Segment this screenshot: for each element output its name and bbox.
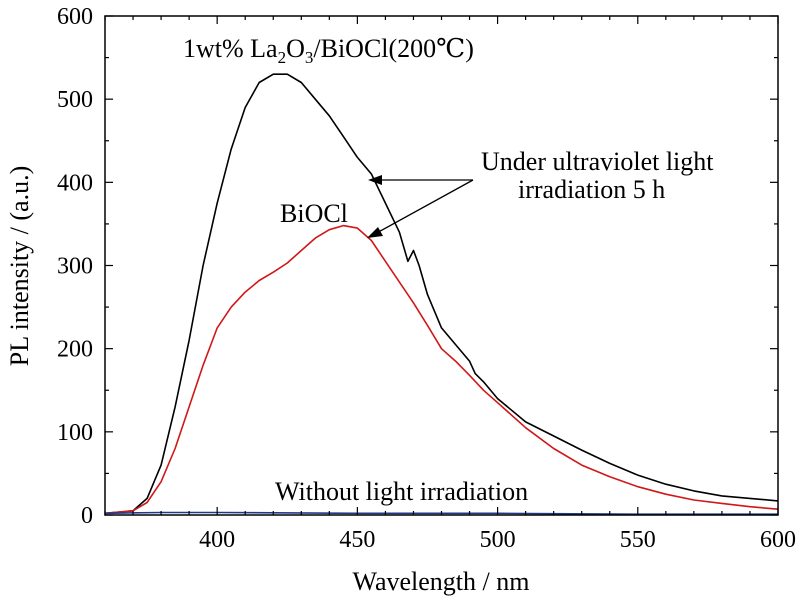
arrowhead-biocl: [367, 227, 383, 238]
biocl-label: BiOCl: [280, 199, 348, 228]
arrow-to-biocl-curve: [372, 179, 474, 236]
x-tick-label: 500: [480, 527, 516, 553]
uv-irradiation-label-line2: irradiation 5 h: [518, 175, 665, 204]
x-axis-ticks: 400 450 500 550 600: [104, 16, 796, 553]
y-tick-label: 500: [57, 87, 93, 113]
series-line-1: [104, 73, 779, 515]
y-tick-label: 200: [57, 337, 93, 363]
x-tick-label: 600: [760, 527, 796, 553]
y-tick-label: 100: [57, 420, 93, 446]
series-line-2: [104, 224, 779, 515]
x-tick-label: 450: [339, 527, 375, 553]
sample-label-la2o3-biocl: 1wt% La2O3/BiOCl(200℃): [183, 34, 474, 67]
y-axis-ticks: 0 100 200 300 400 500 600: [57, 4, 778, 529]
dark-label: Without light irradiation: [275, 477, 528, 506]
y-tick-label: 0: [81, 503, 93, 529]
sample-label-part: 1wt% La: [183, 34, 278, 63]
sample-label-part: O: [286, 34, 305, 63]
y-tick-label: 400: [57, 170, 93, 196]
y-axis-title: PL intensity / (a.u.): [5, 166, 34, 367]
sample-label-subscript: 3: [305, 48, 314, 67]
x-tick-label: 550: [620, 527, 656, 553]
uv-irradiation-label-line1: Under ultraviolet light: [481, 147, 714, 176]
y-tick-label: 600: [57, 4, 93, 30]
x-axis-title: Wavelength / nm: [353, 567, 530, 596]
arrowhead-la2o3: [368, 175, 382, 185]
x-tick-label: 400: [199, 527, 235, 553]
annotation-arrows: [367, 175, 474, 238]
sample-label-part: /BiOCl(200℃): [313, 34, 474, 63]
series-layer: [104, 73, 779, 516]
y-tick-label: 300: [57, 254, 93, 280]
plot-frame: [104, 15, 779, 516]
sample-label-subscript: 2: [278, 48, 287, 67]
